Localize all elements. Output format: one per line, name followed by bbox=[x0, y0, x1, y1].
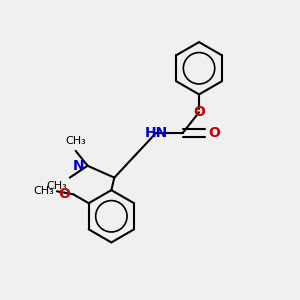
Text: CH₃: CH₃ bbox=[33, 186, 54, 196]
Text: CH₃: CH₃ bbox=[46, 181, 67, 190]
Text: CH₃: CH₃ bbox=[65, 136, 86, 146]
Text: N: N bbox=[73, 159, 85, 173]
Text: O: O bbox=[208, 126, 220, 140]
Text: HN: HN bbox=[144, 126, 168, 140]
Text: O: O bbox=[58, 187, 70, 201]
Text: O: O bbox=[193, 105, 205, 119]
